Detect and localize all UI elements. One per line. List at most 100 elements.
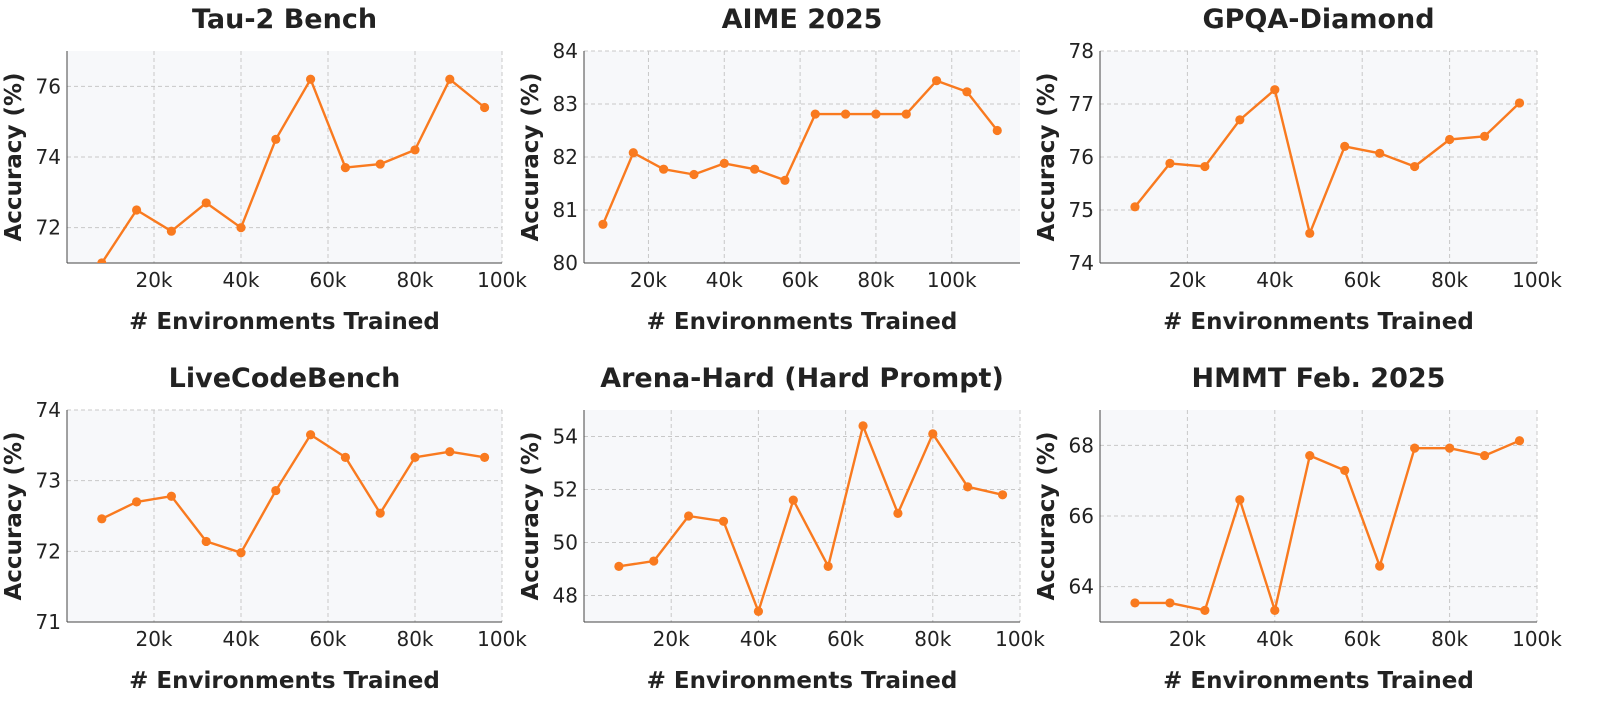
data-point xyxy=(271,134,281,144)
x-tick-label: 100k xyxy=(1512,268,1562,292)
x-tick-label: 80k xyxy=(396,268,433,292)
plot-area xyxy=(67,410,502,622)
y-tick-label: 52 xyxy=(553,478,578,502)
chart-panel-6: 20k 40k 60k 80k 100k 64 66 68 HMMT Feb. 2025 # En… xyxy=(1034,363,1562,694)
data-point xyxy=(1514,436,1525,446)
y-tick-label: 66 xyxy=(1069,504,1094,528)
chart-panel-4: 20k 40k 60k 80k 100k 71 72 73 74 LiveCodeBench # E… xyxy=(1,363,527,694)
data-point xyxy=(445,74,455,84)
y-tick-label: 73 xyxy=(36,469,61,493)
chart-panel-2: 20k 40k 60k 80k 100k 80 81 82 83 84 AIME 2025 # Env… xyxy=(518,4,1020,335)
data-point xyxy=(480,452,490,462)
y-tick-label: 74 xyxy=(1069,251,1094,275)
x-axis-label: # Environments Trained xyxy=(647,668,958,694)
x-tick-label: 20k xyxy=(135,627,172,651)
x-tick-label: 100k xyxy=(927,268,977,292)
data-point xyxy=(963,482,973,492)
series-line xyxy=(618,424,1003,613)
data-point xyxy=(271,485,281,496)
series-group xyxy=(97,74,490,263)
data-point xyxy=(97,514,107,524)
x-tick-label: 100k xyxy=(995,627,1045,651)
data-point xyxy=(780,175,790,185)
series-group xyxy=(97,430,490,558)
x-tick-label: 80k xyxy=(914,627,951,651)
y-axis-label: Accuracy (%) xyxy=(1034,72,1060,241)
series-line xyxy=(1134,88,1521,235)
x-axis-label: # Environments Trained xyxy=(647,309,958,335)
data-point xyxy=(306,74,316,84)
x-axis-label: # Environments Trained xyxy=(129,309,440,335)
data-point xyxy=(1305,450,1315,461)
y-tick-label: 84 xyxy=(553,39,578,63)
data-point xyxy=(718,516,729,526)
y-tick-label: 71 xyxy=(36,610,61,634)
y-tick-label: 80 xyxy=(553,251,578,275)
y-tick-label: 72 xyxy=(36,216,61,240)
data-point xyxy=(201,198,211,208)
series-line xyxy=(100,78,486,263)
data-point xyxy=(340,452,350,462)
data-point xyxy=(236,548,246,558)
series-group xyxy=(1130,436,1525,615)
data-point xyxy=(628,148,638,158)
data-point xyxy=(236,223,246,233)
x-tick-label: 60k xyxy=(1344,627,1381,651)
data-point xyxy=(340,163,350,173)
data-point xyxy=(649,556,659,566)
data-point xyxy=(598,219,608,229)
chart-panel-3: 20k 40k 60k 80k 100k 74 75 76 77 78 GPQA-Diamond # … xyxy=(1034,4,1562,335)
data-point xyxy=(1165,158,1175,168)
series-group xyxy=(598,76,1002,229)
y-tick-label: 72 xyxy=(36,539,61,563)
x-tick-label: 60k xyxy=(309,627,346,651)
x-tick-label: 40k xyxy=(740,627,777,651)
chart-title: Arena-Hard (Hard Prompt) xyxy=(600,363,1004,394)
y-axis-label: Accuracy (%) xyxy=(1,72,27,241)
data-point xyxy=(928,429,938,439)
x-tick-label: 80k xyxy=(396,627,433,651)
data-point xyxy=(132,205,142,215)
data-point xyxy=(1200,161,1210,172)
data-point xyxy=(1130,598,1140,608)
y-tick-label: 54 xyxy=(553,425,578,449)
x-tick-label: 40k xyxy=(222,627,259,651)
x-tick-label: 40k xyxy=(706,268,743,292)
data-point xyxy=(810,109,820,119)
data-point xyxy=(659,164,669,174)
y-tick-label: 75 xyxy=(1069,198,1094,222)
data-point xyxy=(166,491,176,501)
data-point xyxy=(1410,161,1420,172)
data-point xyxy=(788,495,798,505)
y-tick-label: 83 xyxy=(553,92,578,116)
y-tick-label: 81 xyxy=(553,198,578,222)
chart-title: HMMT Feb. 2025 xyxy=(1192,363,1446,394)
x-tick-label: 80k xyxy=(1431,268,1468,292)
y-tick-label: 78 xyxy=(1069,39,1094,63)
x-tick-label: 40k xyxy=(1256,268,1293,292)
data-point xyxy=(97,258,107,263)
y-axis-label: Accuracy (%) xyxy=(518,431,544,600)
chart-panel-1: 20k 40k 60k 80k 100k 72 74 76 Tau-2 Bench # Envir… xyxy=(1,4,527,335)
data-point xyxy=(992,125,1002,136)
data-point xyxy=(375,159,385,169)
series-line xyxy=(601,79,999,225)
x-tick-label: 60k xyxy=(782,268,819,292)
data-point xyxy=(689,169,699,180)
data-point xyxy=(445,447,455,457)
series-group xyxy=(1130,85,1525,238)
data-point xyxy=(375,508,385,518)
y-tick-label: 74 xyxy=(36,145,61,169)
data-point xyxy=(1445,443,1455,453)
x-tick-label: 20k xyxy=(1169,627,1206,651)
data-point xyxy=(166,226,176,236)
data-point xyxy=(1514,98,1525,108)
data-point xyxy=(1375,561,1385,571)
x-axis-label: # Environments Trained xyxy=(129,668,440,694)
x-tick-label: 80k xyxy=(857,268,894,292)
x-tick-label: 20k xyxy=(630,268,667,292)
data-point xyxy=(480,102,490,113)
data-point xyxy=(1235,115,1245,125)
x-tick-label: 100k xyxy=(1512,627,1562,651)
data-point xyxy=(132,497,142,507)
